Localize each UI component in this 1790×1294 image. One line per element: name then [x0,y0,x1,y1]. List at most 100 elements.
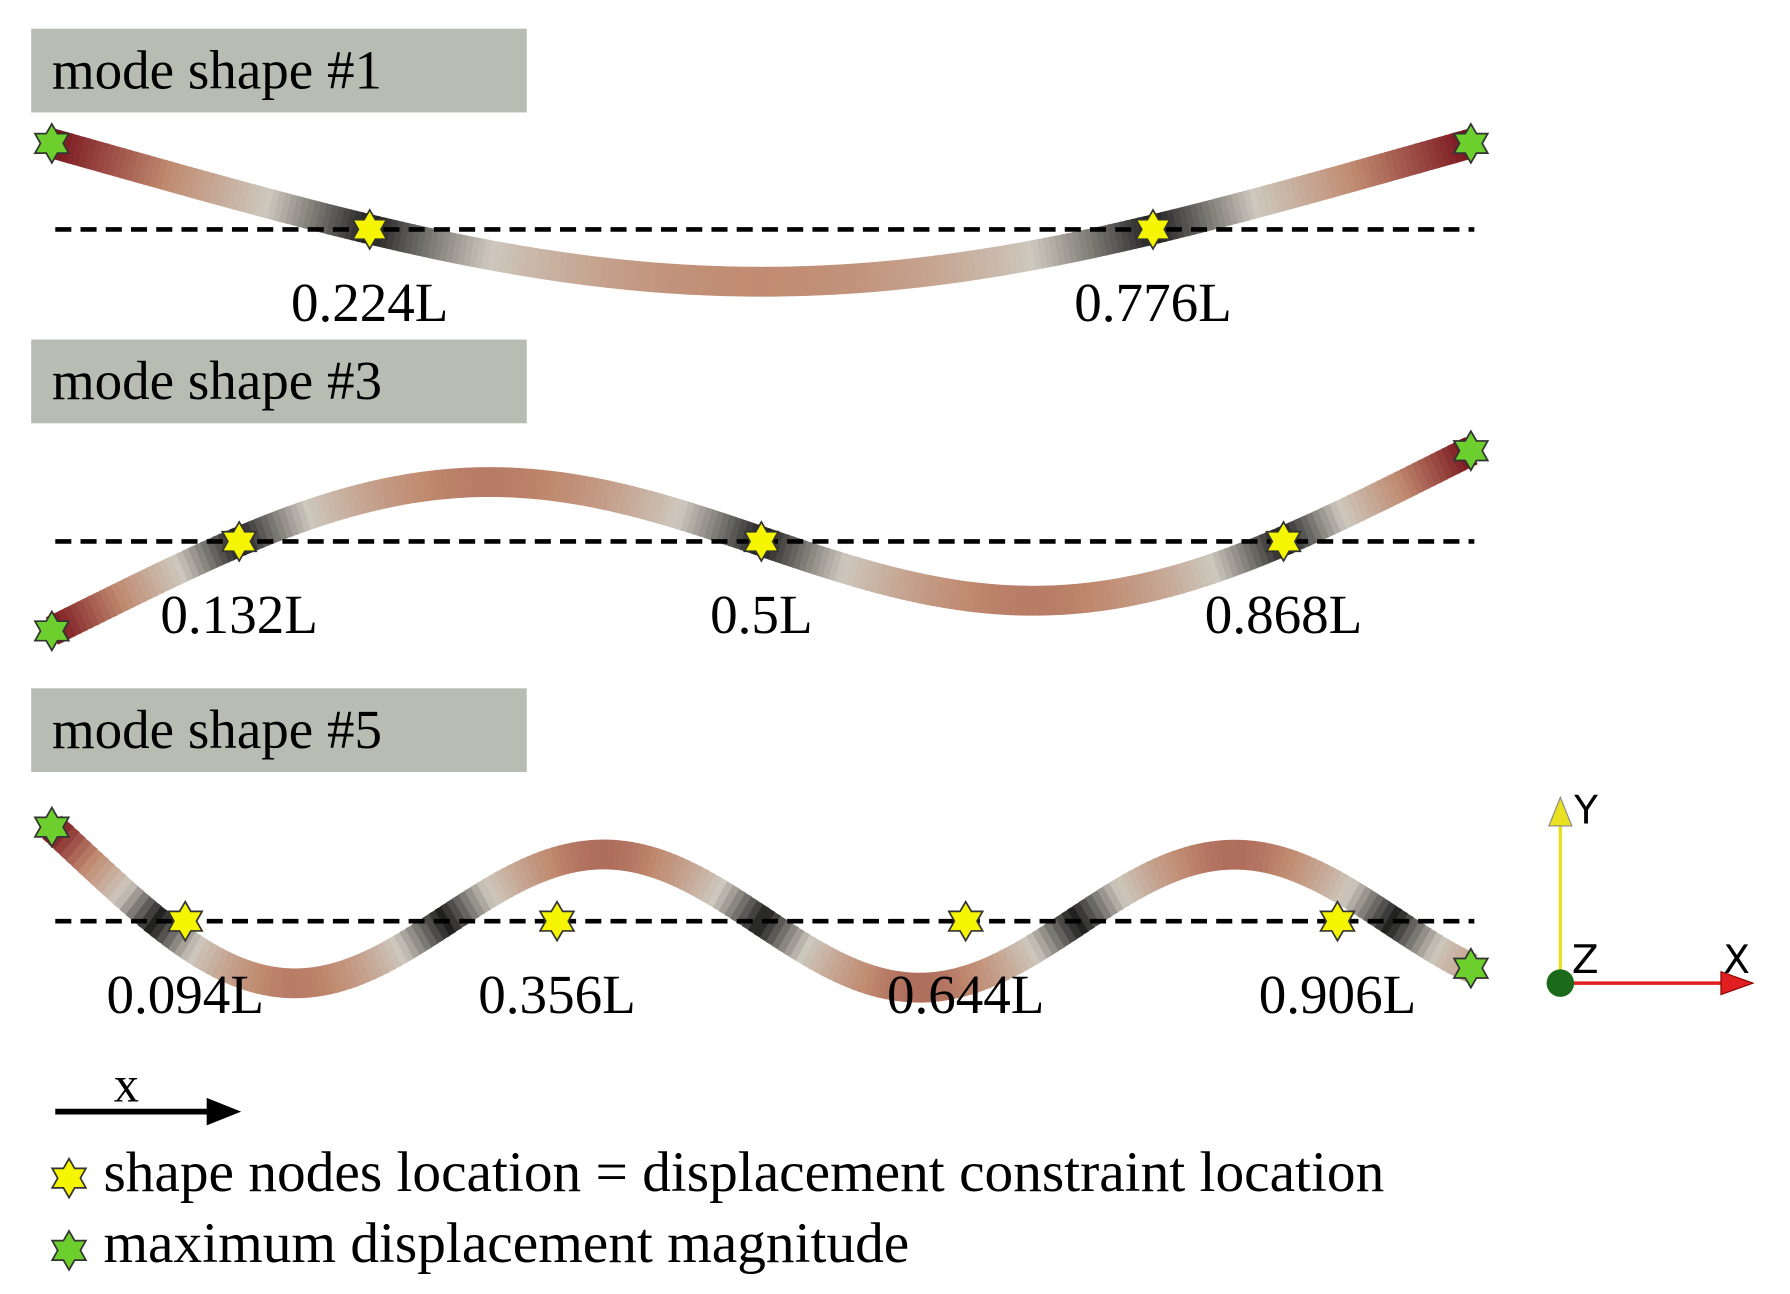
beam-segment [964,963,980,995]
beam-segment [1212,550,1228,582]
beam-segment [273,191,287,222]
beam-segment [457,234,470,266]
beam-segment [900,570,913,601]
beam-segment [392,475,404,506]
beam-segment [610,482,624,513]
beam-segment [810,544,826,576]
beam-segment [1166,209,1180,240]
beam-segment [296,197,311,229]
beam-segment [1408,143,1422,175]
beam-segment [1170,849,1187,881]
y-axis-head [1548,795,1573,827]
beam-segment [651,492,666,524]
beam-segment [137,901,162,931]
beam-segment [1323,504,1342,535]
beam-segment [122,576,142,607]
beam-segment [894,568,908,600]
beam-segment [1283,849,1299,881]
beam-segment [101,143,116,175]
beam-segment [1368,897,1391,928]
beam-segment [1334,498,1354,529]
beam-segment [1352,489,1372,521]
beam-segment [650,848,666,880]
triad-z-label: Z [1572,938,1599,983]
beam-segment [525,854,543,886]
beam-segment [1242,189,1257,221]
max-displacement-star [1452,122,1490,165]
beam-segment [730,892,752,923]
beam-segment [359,950,378,981]
beam-segment [662,496,678,527]
beam-segment [1399,466,1419,497]
beam-segment [125,150,139,182]
beam-segment [1295,175,1310,206]
beam-segment [1003,945,1023,976]
beam-segment [684,864,704,895]
beam-segment [975,959,992,990]
beam-segment [65,837,92,867]
beam-segment [77,848,104,878]
beam-segment [434,469,445,500]
max-displacement-star [1452,946,1490,990]
beam-segment [1194,556,1210,588]
beam-segment [259,514,277,545]
beam-segment [422,913,445,944]
beam-segment [598,479,612,511]
beam-segment [529,468,539,500]
beam-segment [1319,168,1334,200]
beam-segment [470,883,492,913]
beam-segment [1020,935,1042,966]
beam-segment [634,843,647,875]
beam-segment [623,841,635,872]
beam-segment [1333,875,1355,906]
beam-segment [857,962,873,994]
beam-segment [1307,172,1322,203]
beam-segment [140,567,159,598]
beam-segment [1090,890,1113,920]
beam-segment [1177,847,1192,879]
beam-segment [576,254,587,285]
beam-segment [83,138,98,170]
beam-segment [1339,879,1361,909]
beam-segment [852,557,867,589]
beam-segment [913,257,924,288]
beam-segment [552,471,563,502]
beam-segment [1230,192,1245,224]
beam-segment [876,564,890,595]
beam-segment [645,491,660,522]
beam-segment [948,579,960,610]
beam-segment [398,474,410,505]
beam-segment [872,261,882,292]
coordinate-triad: Y Z X [1546,789,1755,997]
beam-segment [1325,167,1340,198]
beam-segment [1066,232,1079,263]
beam-segment [1362,894,1385,924]
beam-segment [834,552,849,583]
beam-segment [1024,240,1037,271]
beam-segment [1419,140,1434,172]
beam-segment [882,565,896,597]
beam-segment [421,227,434,258]
beam-segment [354,953,372,984]
beam-segment [733,519,749,550]
beam-segment [715,513,731,544]
beam-segment [1417,457,1437,489]
beam-segment [1266,844,1280,875]
beam-segment [953,967,967,998]
beam-segment [1109,879,1130,909]
beam-segment [1119,576,1132,608]
beam-segment [692,505,708,537]
beam-segment [1189,844,1203,875]
beam-segment [452,894,474,925]
beam-segment [1284,178,1298,210]
beam-segment [1208,840,1220,872]
beam-segment [718,885,740,915]
beam-segment [128,573,148,604]
beam-segment [1293,517,1312,548]
node-label: 0.906L [1259,964,1416,1025]
max-displacement-star [33,805,71,849]
beam-segment [1364,484,1383,515]
beam-segment [604,480,618,512]
beam-segment [1393,469,1413,500]
beam-segment [1277,847,1293,879]
